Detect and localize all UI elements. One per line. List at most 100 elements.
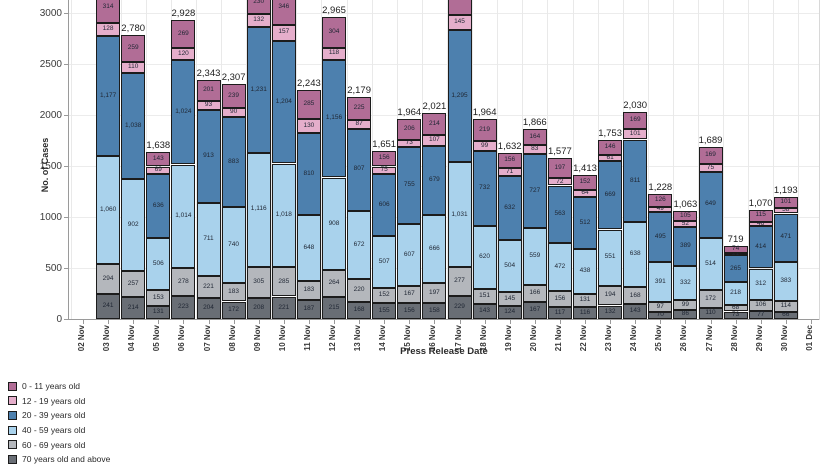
bar-segment[interactable]: 183 [221,282,246,302]
bar-segment[interactable]: 158 [422,302,447,319]
bar-segment[interactable]: 1,031 [447,162,472,268]
bar-segment[interactable]: 666 [422,214,447,283]
bar-segment[interactable]: 294 [96,264,121,295]
bar-segment[interactable]: 52 [673,220,698,227]
bar-segment[interactable]: 1,038 [121,73,146,179]
bar-segment[interactable]: 167 [397,286,422,304]
bar-segment[interactable]: 155 [372,303,397,319]
bar-segment[interactable]: 679 [422,145,447,215]
bar-segment[interactable]: 740 [221,207,246,283]
bar-segment[interactable]: 314 [96,0,121,24]
bar-segment[interactable]: 71 [497,168,522,176]
bar-segment[interactable]: 908 [322,177,346,271]
bar-segment[interactable]: 93 [196,100,221,110]
bar-segment[interactable]: 214 [121,297,146,319]
bar-segment[interactable]: 131 [573,293,597,308]
bar-segment[interactable]: 164 [522,128,547,146]
legend-item[interactable]: 0 - 11 years old [8,379,110,394]
bar-segment[interactable]: 194 [598,285,623,306]
bar-segment[interactable]: 105 [673,210,698,222]
bar-segment[interactable]: 197 [547,158,572,179]
bar-segment[interactable]: 204 [196,298,221,319]
bar-segment[interactable]: 101 [773,197,798,208]
bar-segment[interactable]: 221 [196,275,221,299]
bar-segment[interactable]: 648 [296,215,321,282]
bar-segment[interactable]: 1,177 [96,36,121,157]
bar-segment[interactable]: 883 [221,117,246,208]
legend-item[interactable]: 60 - 69 years old [8,437,110,452]
bar-segment[interactable]: 145 [447,15,472,31]
bar-segment[interactable]: 620 [472,225,497,289]
bar-segment[interactable]: 514 [698,237,723,291]
bar-segment[interactable]: 649 [698,171,723,238]
bar-segment[interactable]: 114 [773,300,798,313]
bar-segment[interactable]: 124 [497,306,522,319]
bar-segment[interactable]: 145 [497,291,522,307]
bar-segment[interactable]: 75 [698,164,723,172]
bar-segment[interactable]: 97 [648,302,673,312]
bar-segment[interactable]: 168 [347,301,372,319]
bar-segment[interactable]: 312 [748,268,773,301]
bar-segment[interactable]: 1,116 [246,152,271,267]
bar-segment[interactable]: 606 [372,174,397,236]
bar-segment[interactable]: 389 [673,226,698,267]
bar-segment[interactable]: 197 [422,282,447,303]
bar-segment[interactable]: 110 [121,61,146,74]
bar-segment[interactable]: 269 [171,20,196,48]
bar-segment[interactable]: 1,204 [271,40,296,164]
bar-segment[interactable]: 285 [271,267,296,297]
bar-segment[interactable]: 214 [422,112,447,135]
bar-segment[interactable]: 811 [623,139,648,223]
bar-segment[interactable]: 172 [221,301,246,319]
bar-segment[interactable]: 152 [573,174,597,191]
bar-segment[interactable]: 167 [522,302,547,319]
bar-segment[interactable]: 208 [246,297,271,319]
bar-segment[interactable]: 143 [623,304,648,319]
bar-segment[interactable]: 438 [573,249,597,294]
bar-segment[interactable]: 223 [171,296,196,319]
bar-segment[interactable]: 672 [347,210,372,280]
bar-segment[interactable]: 414 [748,226,773,269]
bar-segment[interactable]: 346 [271,0,296,25]
bar-segment[interactable]: 221 [271,296,296,319]
bar-segment[interactable]: 241 [96,294,121,319]
bar-segment[interactable]: 632 [497,175,522,241]
bar-segment[interactable]: 115 [748,209,773,222]
bar-segment[interactable]: 156 [372,150,397,167]
bar-segment[interactable]: 727 [522,153,547,229]
bar-segment[interactable]: 383 [773,261,798,301]
bar-segment[interactable]: 131 [146,305,171,319]
bar-segment[interactable]: 169 [623,111,648,130]
bar-segment[interactable]: 264 [322,270,346,297]
bar-segment[interactable]: 107 [422,134,447,146]
bar-segment[interactable]: 130 [296,119,321,133]
bar-segment[interactable]: 156 [547,291,572,308]
bar-segment[interactable]: 902 [121,179,146,271]
bar-segment[interactable]: 551 [598,229,623,286]
bar-segment[interactable]: 157 [271,24,296,41]
bar-segment[interactable]: 156 [397,303,422,319]
bar-segment[interactable]: 120 [171,47,196,60]
bar-segment[interactable]: 471 [773,213,798,262]
bar-segment[interactable]: 305 [246,266,271,298]
bar-segment[interactable]: 239 [221,83,246,109]
bar-segment[interactable]: 21 [723,250,748,257]
bar-segment[interactable]: 810 [296,132,321,216]
bar-segment[interactable]: 913 [196,110,221,204]
bar-segment[interactable]: 90 [221,108,246,118]
bar-segment[interactable]: 711 [196,203,221,276]
bar-segment[interactable]: 1,231 [246,27,271,153]
bar-segment[interactable]: 669 [598,161,623,230]
bar-segment[interactable]: 201 [196,80,221,101]
bar-segment[interactable]: 512 [573,196,597,250]
bar-segment[interactable]: 504 [497,240,522,292]
bar-segment[interactable]: 559 [522,228,547,285]
bar-segment[interactable]: 225 [347,96,372,120]
bar-segment[interactable]: 73 [723,312,748,319]
bar-segment[interactable]: 607 [397,224,422,286]
bar-segment[interactable]: 68 [723,304,748,312]
bar-segment[interactable]: 304 [322,16,346,48]
bar-segment[interactable]: 61 [598,154,623,162]
bar-segment[interactable]: 343 [447,0,472,16]
bar-segment[interactable]: 146 [598,140,623,156]
